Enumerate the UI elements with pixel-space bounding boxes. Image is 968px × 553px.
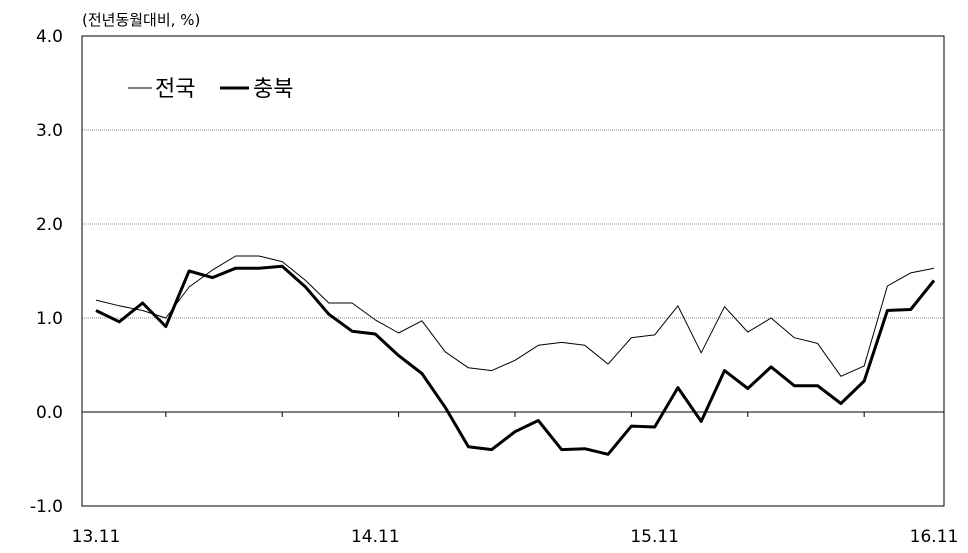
x-tick-label: 14.11 <box>351 527 400 547</box>
grid-lines <box>82 129 944 319</box>
series-line-national <box>95 255 935 377</box>
legend: 전국 충북 <box>128 77 293 102</box>
x-tick-label: 13.11 <box>72 527 121 547</box>
y-tick-label: -1.0 <box>30 497 63 517</box>
x-axis-ticks <box>165 412 865 417</box>
legend-label-chungbuk: 충북 <box>253 77 293 102</box>
y-unit-label: (전년동월대비, %) <box>82 11 200 29</box>
x-tick-label: 15.11 <box>630 527 679 547</box>
y-tick-label: 3.0 <box>36 121 63 141</box>
x-tick-label: 16.11 <box>910 527 959 547</box>
plot-area-frame <box>81 35 945 507</box>
y-tick-label: 4.0 <box>36 27 63 47</box>
x-axis-tick-labels: 13.11 14.11 15.11 16.11 <box>72 527 959 547</box>
y-tick-label: 2.0 <box>36 215 63 235</box>
y-tick-label: 1.0 <box>36 309 63 329</box>
series-lines <box>95 255 936 456</box>
y-tick-label: 0.0 <box>36 403 63 423</box>
series-line-chungbuk <box>95 264 936 456</box>
y-axis-tick-labels: 4.0 3.0 2.0 1.0 0.0 -1.0 <box>30 27 63 517</box>
legend-label-national: 전국 <box>155 77 195 102</box>
